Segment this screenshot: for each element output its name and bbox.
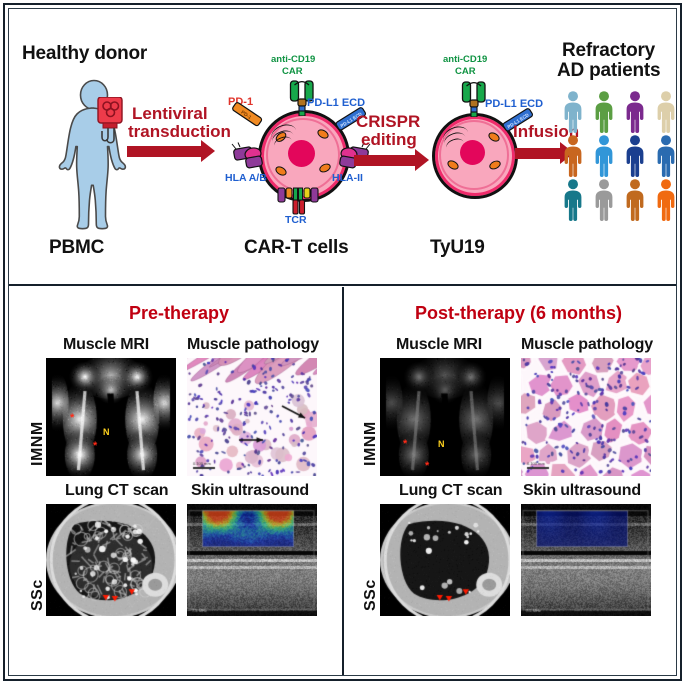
car-label-tyu19: CAR (455, 66, 476, 77)
bottom-panel-imaging: Pre-therapy Post-therapy (6 months) IMNM… (9, 286, 676, 676)
marker-n: N (103, 427, 110, 437)
patient-icon (622, 91, 648, 138)
anti-cd19-label: anti-CD19 (271, 54, 316, 65)
patient-icon (560, 135, 586, 182)
plate-title-imnm-mri-post: Muscle MRI (396, 336, 483, 353)
tyu19-caption: TyU19 (430, 237, 485, 258)
pdl1-ecd-label-tyu19: PD-L1 ECD (485, 98, 544, 110)
marker-asterisk: * (70, 412, 75, 424)
crispr-label-line2: editing (361, 130, 417, 149)
tcr-label: TCR (285, 214, 307, 226)
patient-icon (653, 91, 679, 138)
plate-imnm-path-post[interactable] (521, 358, 651, 476)
tyu19-cell-nucleus (460, 140, 485, 165)
marker-asterisk: * (93, 440, 98, 452)
row-label-ssc: SSc (29, 579, 46, 611)
pdl1-ecd-icon: PD-L1 ECD (501, 105, 539, 138)
tcr-icon (277, 187, 325, 220)
pdl1-ecd-label: PD-L1 ECD (307, 97, 366, 109)
blood-bag-icon (95, 97, 129, 153)
pre-therapy-title: Pre-therapy (129, 303, 230, 323)
plate-ssc-ct-post[interactable] (380, 504, 510, 616)
svg-text:PD-1: PD-1 (240, 110, 253, 121)
marker-asterisk: * (425, 460, 430, 472)
pd1-receptor-icon: PD-1 (227, 100, 265, 134)
row-label-imnm-post: IMNM (362, 421, 379, 466)
marker-asterisk: * (403, 438, 408, 450)
panel-divider-horizontal (9, 284, 676, 286)
post-therapy-title: Post-therapy (6 months) (415, 303, 623, 323)
human-body-icon (49, 79, 139, 239)
crispr-label-line1: CRISPR (356, 112, 421, 131)
lentiviral-label-line2: transduction (128, 122, 231, 141)
pdl1-ecd-icon: PD-L1 ECD (334, 104, 372, 137)
hla-ab-icon (231, 142, 265, 177)
lentiviral-label-line1: Lentiviral (132, 104, 208, 123)
plate-imnm-mri-post[interactable]: * * N (380, 358, 510, 476)
pbmc-caption: PBMC (49, 237, 105, 258)
plate-title-imnm-mri-pre: Muscle MRI (63, 336, 150, 353)
plate-imnm-path-pre[interactable] (187, 358, 317, 476)
plate-title-ssc-us-pre: Skin ultrasound (191, 482, 309, 499)
plate-title-imnm-path-pre: Muscle pathology (187, 336, 319, 353)
top-panel-workflow: Healthy donor (9, 9, 676, 283)
arrow-lentiviral-transduction (127, 140, 215, 162)
plate-ssc-us-post[interactable] (521, 504, 651, 616)
row-label-ssc-post: SSc (362, 579, 379, 611)
patient-icon (591, 135, 617, 182)
car-receptor-icon (289, 80, 315, 121)
patient-icon (591, 91, 617, 138)
plate-imnm-mri-pre[interactable]: * * N (46, 358, 176, 476)
plate-title-ssc-ct-post: Lung CT scan (399, 482, 503, 499)
plate-title-ssc-ct-pre: Lung CT scan (65, 482, 169, 499)
plate-title-ssc-us-post: Skin ultrasound (523, 482, 641, 499)
cart-cell-nucleus (288, 140, 315, 167)
arrow-infusion (515, 142, 574, 164)
plate-ssc-us-pre[interactable] (187, 504, 317, 616)
panel-divider-vertical (342, 287, 344, 675)
patient-icon (560, 179, 586, 226)
tyu19-cell-inner-ring (439, 120, 509, 190)
patient-icon (622, 179, 648, 226)
refractory-title-line1: Refractory (562, 40, 656, 61)
cart-cells-caption: CAR-T cells (244, 237, 349, 258)
marker-n: N (438, 439, 445, 449)
infusion-label: Infusion (513, 122, 580, 141)
plate-title-imnm-path-post: Muscle pathology (521, 336, 653, 353)
arrow-crispr-editing (354, 149, 429, 171)
pd1-label: PD-1 (228, 96, 254, 108)
row-label-imnm: IMNM (29, 421, 46, 466)
patient-icon (560, 91, 586, 138)
car-receptor-icon (461, 81, 487, 122)
patient-icon (622, 135, 648, 182)
patient-icon (653, 179, 679, 226)
healthy-donor-title: Healthy donor (22, 43, 148, 64)
refractory-title-line2: AD patients (557, 60, 661, 81)
anti-cd19-label-tyu19: anti-CD19 (443, 54, 488, 65)
patient-icon (591, 179, 617, 226)
plate-ssc-ct-pre[interactable] (46, 504, 176, 616)
patient-icon (653, 135, 679, 182)
hla-ab-label: HLA A/B (225, 172, 267, 184)
car-label: CAR (282, 66, 303, 77)
hla-ii-label: HLA-II (332, 172, 363, 184)
